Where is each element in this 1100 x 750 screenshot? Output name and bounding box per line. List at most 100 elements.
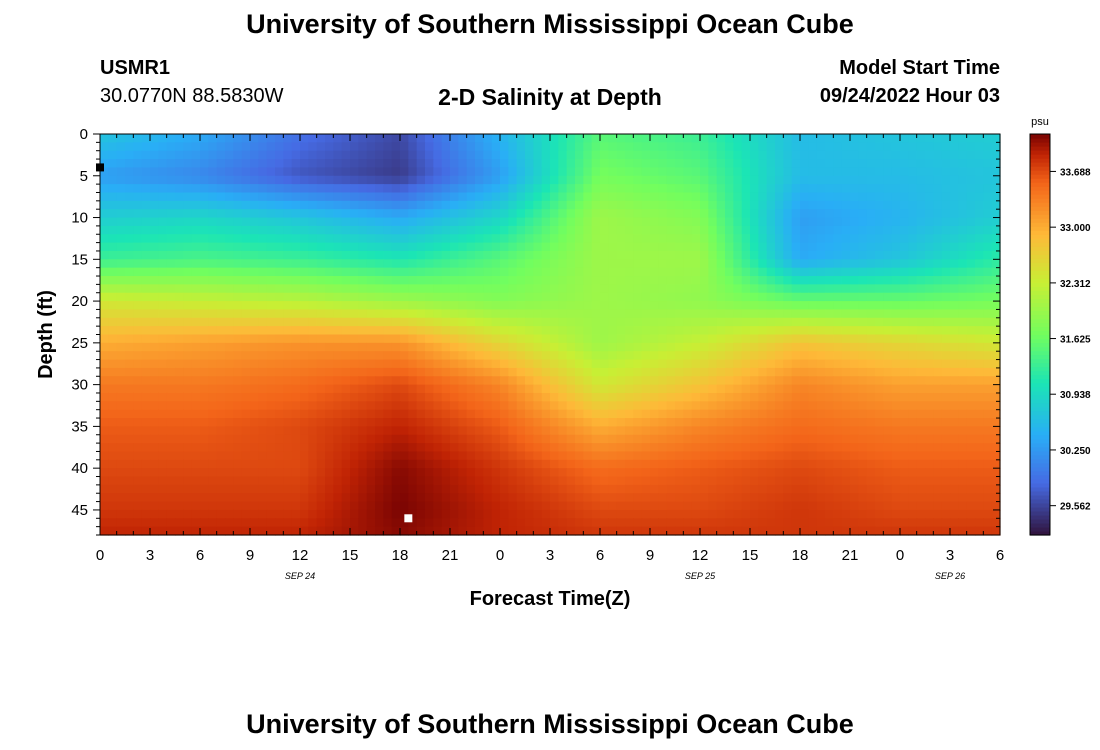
heatmap-cell — [775, 376, 784, 386]
heatmap-cell — [775, 142, 784, 152]
heatmap-cell — [733, 384, 743, 394]
heatmap-cell — [516, 242, 526, 252]
heatmap-cell — [816, 259, 826, 269]
heatmap-cell — [541, 276, 551, 285]
heatmap-cell — [950, 192, 959, 202]
heatmap-cell — [233, 518, 243, 528]
heatmap-cell — [133, 509, 143, 519]
heatmap-cell — [258, 501, 268, 511]
heatmap-cell — [241, 518, 251, 528]
heatmap-cell — [925, 200, 934, 210]
heatmap-cell — [416, 217, 426, 227]
heatmap-cell — [450, 468, 459, 478]
heatmap-cell — [316, 384, 326, 394]
heatmap-cell — [200, 384, 209, 394]
heatmap-cell — [875, 426, 884, 436]
heatmap-cell — [450, 409, 459, 419]
heatmap-cell — [525, 484, 534, 494]
heatmap-cell — [950, 367, 959, 377]
heatmap-cell — [925, 284, 934, 294]
heatmap-cell — [591, 351, 601, 361]
heatmap-cell — [533, 409, 543, 419]
heatmap-cell — [383, 342, 393, 352]
heatmap-cell — [900, 317, 909, 327]
heatmap-cell — [425, 267, 434, 277]
heatmap-cell — [708, 493, 718, 503]
heatmap-cell — [216, 401, 226, 411]
heatmap-cell — [516, 159, 526, 169]
heatmap-cell — [108, 443, 118, 453]
heatmap-cell — [600, 342, 609, 352]
heatmap-cell — [641, 409, 651, 419]
heatmap-cell — [775, 167, 784, 177]
heatmap-cell — [875, 509, 884, 519]
heatmap-cell — [125, 367, 134, 377]
heatmap-cell — [750, 225, 759, 235]
heatmap-cell — [600, 451, 609, 461]
heatmap-cell — [525, 392, 534, 402]
heatmap-cell — [666, 426, 676, 436]
heatmap-cell — [241, 418, 251, 427]
heatmap-cell — [675, 234, 684, 244]
heatmap-cell — [941, 217, 951, 227]
heatmap-cell — [891, 184, 901, 194]
heatmap-cell — [958, 334, 968, 344]
heatmap-cell — [266, 184, 276, 194]
heatmap-cell — [466, 225, 476, 235]
heatmap-cell — [241, 476, 251, 486]
heatmap-cell — [433, 468, 443, 478]
heatmap-cell — [541, 509, 551, 519]
heatmap-cell — [341, 175, 351, 185]
heatmap-cell — [200, 443, 209, 453]
heatmap-cell — [625, 284, 634, 294]
heatmap-cell — [700, 200, 709, 210]
heatmap-cell — [275, 493, 284, 503]
heatmap-cell — [658, 217, 668, 227]
heatmap-cell — [891, 443, 901, 453]
heatmap-cell — [283, 509, 293, 519]
heatmap-cell — [350, 209, 359, 219]
heatmap-cell — [816, 451, 826, 461]
heatmap-cell — [316, 175, 326, 185]
heatmap-cell — [250, 409, 259, 419]
heatmap-cell — [158, 175, 168, 185]
heatmap-cell — [358, 359, 368, 369]
heatmap-cell — [308, 217, 318, 227]
heatmap-cell — [191, 326, 201, 336]
heatmap-cell — [233, 476, 243, 486]
heatmap-cell — [150, 501, 159, 511]
heatmap-cell — [616, 493, 626, 503]
heatmap-cell — [983, 267, 993, 277]
heatmap-cell — [808, 142, 818, 152]
heatmap-cell — [350, 392, 359, 402]
heatmap-cell — [675, 459, 684, 469]
heatmap-cell — [316, 192, 326, 202]
heatmap-cell — [508, 392, 518, 402]
heatmap-cell — [258, 443, 268, 453]
heatmap-cell — [550, 367, 559, 377]
heatmap-cell — [383, 309, 393, 319]
heatmap-cell — [750, 200, 759, 210]
heatmap-cell — [208, 234, 218, 244]
heatmap-cell — [591, 376, 601, 386]
heatmap-cell — [658, 276, 668, 285]
heatmap-cell — [725, 200, 734, 210]
heatmap-cell — [758, 409, 768, 419]
heatmap-cell — [116, 509, 126, 519]
heatmap-cell — [875, 334, 884, 344]
heatmap-cell — [925, 367, 934, 377]
heatmap-cell — [858, 468, 868, 478]
heatmap-cell — [125, 309, 134, 319]
heatmap-cell — [583, 267, 593, 277]
heatmap-cell — [666, 493, 676, 503]
heatmap-cell — [608, 434, 618, 444]
heatmap-cell — [658, 284, 668, 294]
heatmap-cell — [608, 468, 618, 478]
heatmap-cell — [816, 334, 826, 344]
heatmap-cell — [900, 292, 909, 302]
heatmap-cell — [475, 200, 484, 210]
heatmap-cell — [166, 367, 176, 377]
heatmap-cell — [650, 301, 659, 311]
heatmap-cell — [633, 309, 643, 319]
heatmap-cell — [875, 234, 884, 244]
